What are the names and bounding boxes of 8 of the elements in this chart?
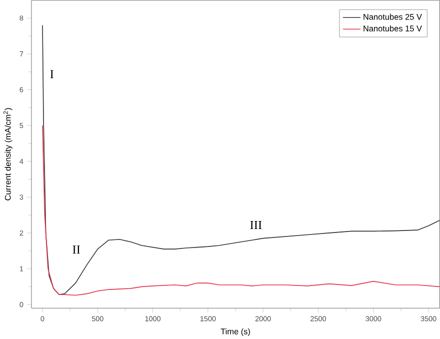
legend-label: Nanotubes 25 V: [364, 14, 422, 20]
annotation: III: [250, 220, 262, 229]
annotation: II: [72, 245, 80, 254]
legend-label: Nanotubes 15 V: [364, 25, 422, 32]
x-axis-title: Time (s): [220, 328, 250, 336]
y-axis-title: Current density (mA/cm$^{2}$): [3, 108, 12, 200]
line-series: [42, 124, 440, 296]
annotation: I: [50, 70, 54, 78]
